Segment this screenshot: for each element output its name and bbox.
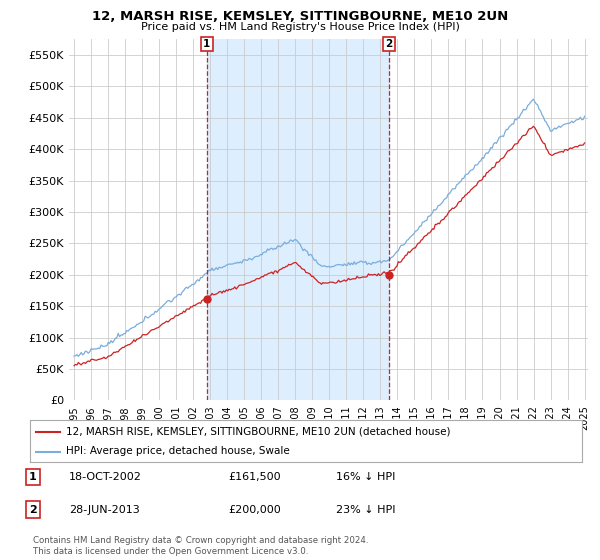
Text: 1: 1 — [29, 472, 37, 482]
Text: 23% ↓ HPI: 23% ↓ HPI — [336, 505, 395, 515]
Text: 12, MARSH RISE, KEMSLEY, SITTINGBOURNE, ME10 2UN (detached house): 12, MARSH RISE, KEMSLEY, SITTINGBOURNE, … — [66, 427, 451, 437]
Text: 16% ↓ HPI: 16% ↓ HPI — [336, 472, 395, 482]
Bar — [207, 39, 389, 400]
Text: HPI: Average price, detached house, Swale: HPI: Average price, detached house, Swal… — [66, 446, 290, 456]
Text: 18-OCT-2002: 18-OCT-2002 — [69, 472, 142, 482]
Text: 1: 1 — [203, 39, 211, 49]
Text: Price paid vs. HM Land Registry's House Price Index (HPI): Price paid vs. HM Land Registry's House … — [140, 22, 460, 32]
Text: £200,000: £200,000 — [228, 505, 281, 515]
Text: 2: 2 — [29, 505, 37, 515]
Text: £161,500: £161,500 — [228, 472, 281, 482]
Text: 12, MARSH RISE, KEMSLEY, SITTINGBOURNE, ME10 2UN: 12, MARSH RISE, KEMSLEY, SITTINGBOURNE, … — [92, 10, 508, 23]
Text: 2: 2 — [385, 39, 392, 49]
Text: Contains HM Land Registry data © Crown copyright and database right 2024.
This d: Contains HM Land Registry data © Crown c… — [33, 536, 368, 556]
Text: 28-JUN-2013: 28-JUN-2013 — [69, 505, 140, 515]
